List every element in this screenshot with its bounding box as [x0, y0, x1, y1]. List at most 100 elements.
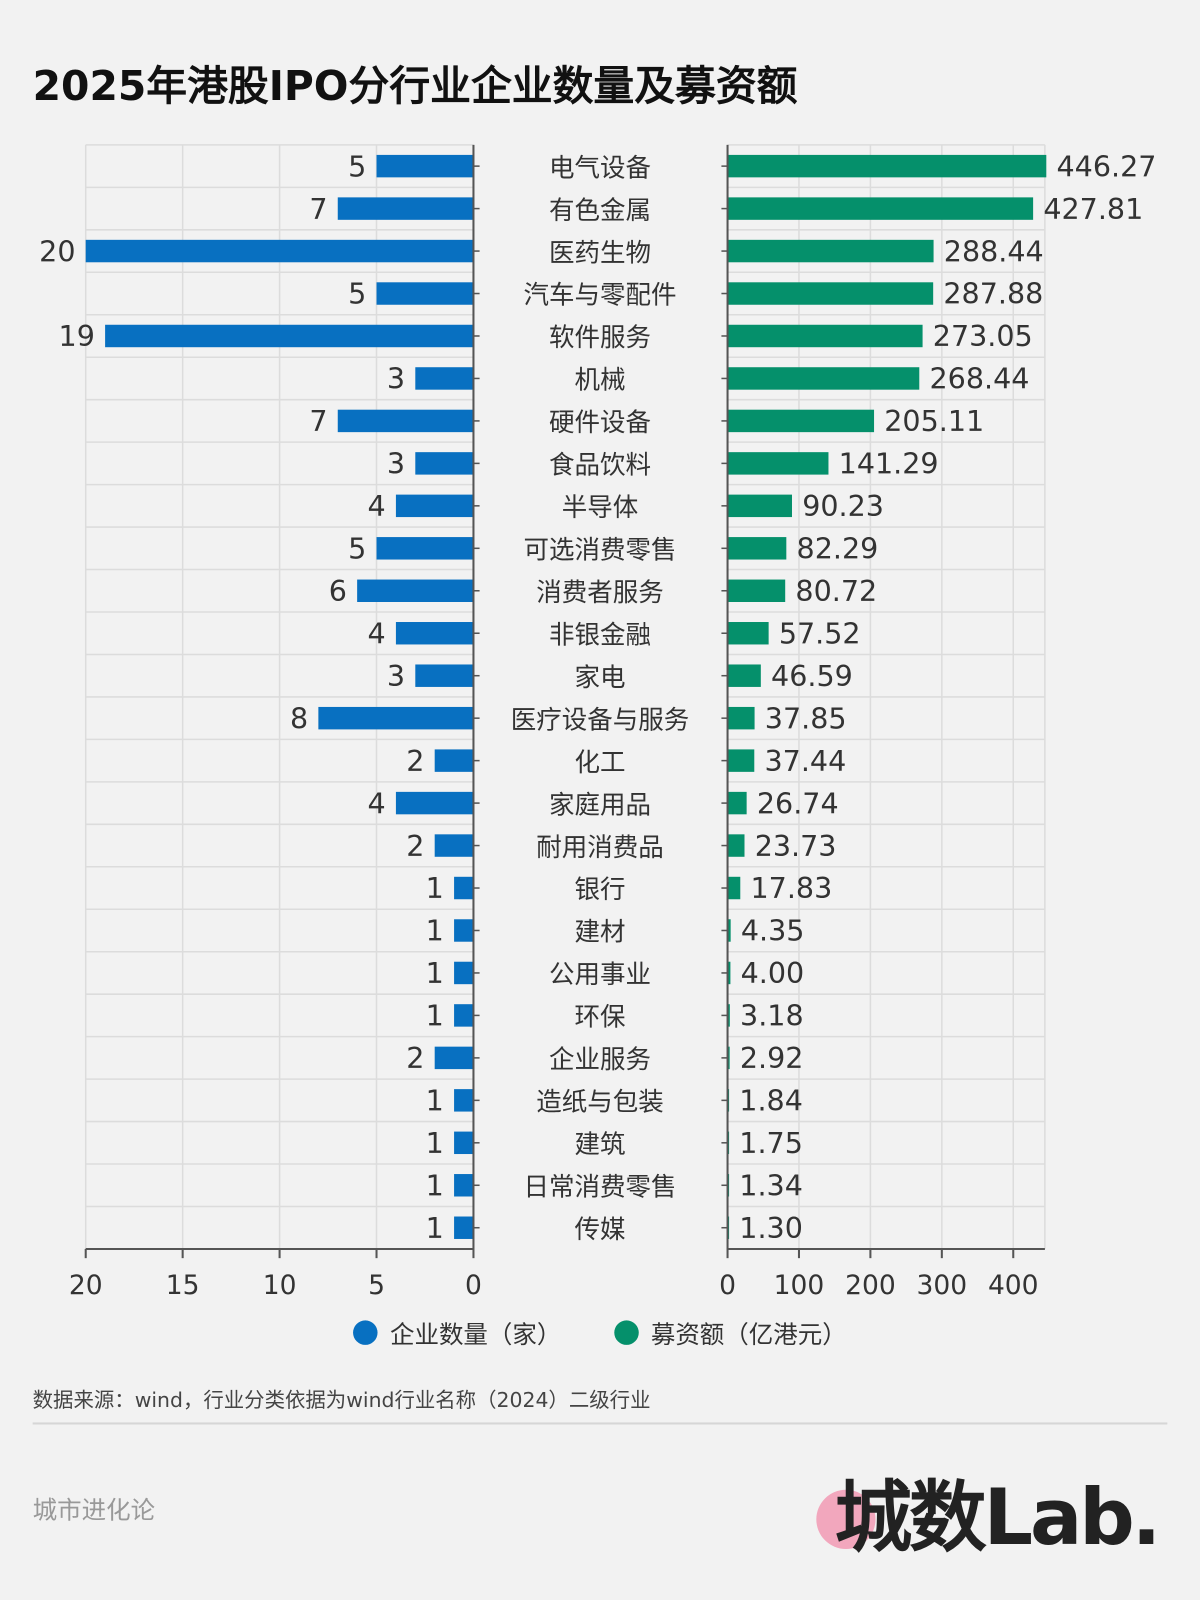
data-label-amount: 80.72 [795, 574, 877, 608]
data-label-count: 5 [348, 149, 366, 183]
category-label: 非银金融 [549, 620, 651, 650]
bar-amount [727, 791, 747, 815]
bar-count [376, 537, 474, 560]
bar-amount [727, 197, 1034, 220]
data-label-count: 3 [387, 362, 405, 396]
data-label-count: 3 [387, 447, 405, 481]
category-label: 企业服务 [549, 1045, 651, 1075]
bar-count [376, 154, 474, 178]
category-label: 耐用消费品 [536, 833, 664, 863]
data-label-amount: 37.85 [765, 701, 847, 735]
bar-count [85, 239, 474, 263]
bar-count [454, 1174, 474, 1197]
category-label: 家电 [574, 663, 625, 693]
chart-title: 2025年港股IPO分行业企业数量及募资额 [32, 63, 798, 111]
category-label: 汽车与零配件 [523, 281, 676, 311]
data-label-count: 6 [329, 574, 347, 608]
x-tick-label: 300 [917, 1270, 968, 1301]
category-label: 机械 [574, 366, 625, 396]
bar-count [395, 622, 474, 645]
category-label: 造纸与包装 [536, 1088, 664, 1118]
divider [32, 1422, 1168, 1425]
data-label-amount: 2.92 [740, 1041, 804, 1075]
category-label: 可选消费零售 [523, 536, 676, 566]
bar-amount [727, 409, 875, 433]
bar-amount [727, 749, 755, 772]
logo: 城数Lab. [816, 1454, 1183, 1562]
bar-count [337, 197, 474, 220]
bar-amount [727, 239, 934, 263]
bar-count [434, 834, 474, 857]
bar-amount [727, 622, 769, 645]
bar-count [454, 919, 474, 942]
bar-amount [727, 324, 923, 348]
data-label-count: 4 [368, 489, 386, 523]
data-label-count: 4 [368, 786, 386, 820]
data-label-amount: 446.27 [1057, 149, 1157, 183]
data-label-count: 1 [426, 1084, 444, 1118]
data-label-count: 1 [426, 1168, 444, 1202]
data-label-count: 3 [387, 659, 405, 693]
data-label-count: 1 [426, 1126, 444, 1160]
category-label: 建材 [574, 918, 625, 948]
x-tick-label: 400 [988, 1270, 1039, 1301]
category-label: 化工 [574, 748, 625, 778]
bar-count [105, 324, 474, 348]
x-tick-label: 100 [774, 1270, 825, 1301]
x-tick-label: 200 [845, 1270, 896, 1301]
x-tick-label: 20 [69, 1270, 103, 1301]
legend-item-amount: 募资额（亿港元） [614, 1314, 847, 1350]
data-label-count: 1 [426, 956, 444, 990]
data-label-count: 20 [39, 234, 75, 268]
data-label-amount: 273.05 [933, 319, 1033, 353]
bar-count [454, 1089, 474, 1112]
x-tick-label: 0 [465, 1270, 482, 1301]
data-label-count: 7 [309, 192, 327, 226]
bar-amount [727, 367, 920, 390]
bar-amount [727, 1004, 730, 1027]
data-label-count: 2 [406, 829, 424, 863]
bar-count [454, 1131, 474, 1155]
data-label-count: 7 [309, 404, 327, 438]
bar-count [454, 876, 474, 900]
bar-count [454, 1004, 474, 1027]
bar-count [415, 664, 474, 687]
bar-count [454, 961, 474, 985]
x-tick-label: 10 [263, 1270, 297, 1301]
bar-amount [727, 537, 787, 560]
data-label-count: 5 [348, 277, 366, 311]
data-label-amount: 205.11 [884, 404, 984, 438]
bar-amount [727, 282, 934, 305]
bar-amount [727, 664, 761, 687]
data-label-amount: 287.88 [943, 277, 1043, 311]
legend-label: 募资额（亿港元） [650, 1320, 847, 1349]
bar-amount [727, 961, 731, 985]
category-label: 传媒 [574, 1215, 625, 1245]
category-label: 有色金属 [549, 196, 651, 226]
data-label-amount: 1.75 [739, 1126, 803, 1160]
bar-count [434, 1046, 474, 1070]
bar-count [395, 791, 474, 815]
category-label: 食品饮料 [549, 451, 651, 481]
category-label: 银行 [574, 875, 625, 905]
bar-count [434, 749, 474, 772]
data-label-amount: 90.23 [802, 489, 884, 523]
data-label-count: 1 [426, 1211, 444, 1245]
category-label: 电气设备 [549, 153, 651, 183]
data-label-count: 2 [406, 744, 424, 778]
category-label: 软件服务 [549, 323, 651, 353]
data-label-amount: 82.29 [797, 532, 879, 566]
legend-dot-icon [353, 1319, 378, 1345]
legend-label: 企业数量（家） [389, 1320, 562, 1349]
data-label-count: 8 [290, 701, 308, 735]
data-label-amount: 1.34 [739, 1168, 803, 1202]
category-label: 医药生物 [549, 238, 651, 268]
category-label: 家庭用品 [549, 790, 651, 820]
bar-amount [727, 834, 745, 857]
bar-amount [727, 706, 755, 730]
brand-name: 城市进化论 [32, 1495, 156, 1525]
data-label-count: 2 [406, 1041, 424, 1075]
legend-item-count: 企业数量（家） [353, 1314, 561, 1350]
